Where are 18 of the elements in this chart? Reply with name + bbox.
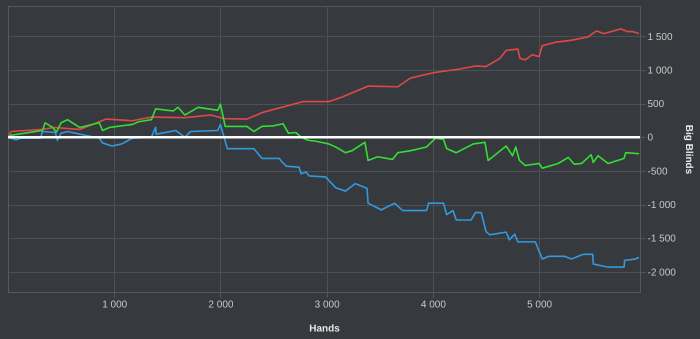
line-series xyxy=(8,28,640,138)
y-tick-label: 1 000 xyxy=(648,65,673,76)
y-tick-label: 500 xyxy=(648,99,665,110)
x-tick-label: 4 000 xyxy=(420,300,446,310)
y-tick-label: -1 500 xyxy=(648,234,676,245)
x-tick-label: 2 000 xyxy=(208,300,234,310)
y-tick-label: -500 xyxy=(648,166,668,178)
line-series xyxy=(8,124,640,268)
y-tick-label: 0 xyxy=(648,132,654,144)
x-tick-label: 1 000 xyxy=(102,300,128,310)
y-tick-label: 1 500 xyxy=(648,32,673,43)
x-tick-label: 5 000 xyxy=(527,300,553,310)
x-tick-label: 3 000 xyxy=(314,300,340,310)
line-series xyxy=(8,103,640,169)
y-tick-label: -2 000 xyxy=(648,267,676,278)
y-tick-label: -1 000 xyxy=(648,200,676,212)
x-axis-title: Hands xyxy=(309,324,340,334)
y-axis-title: Big Blinds xyxy=(682,124,694,175)
